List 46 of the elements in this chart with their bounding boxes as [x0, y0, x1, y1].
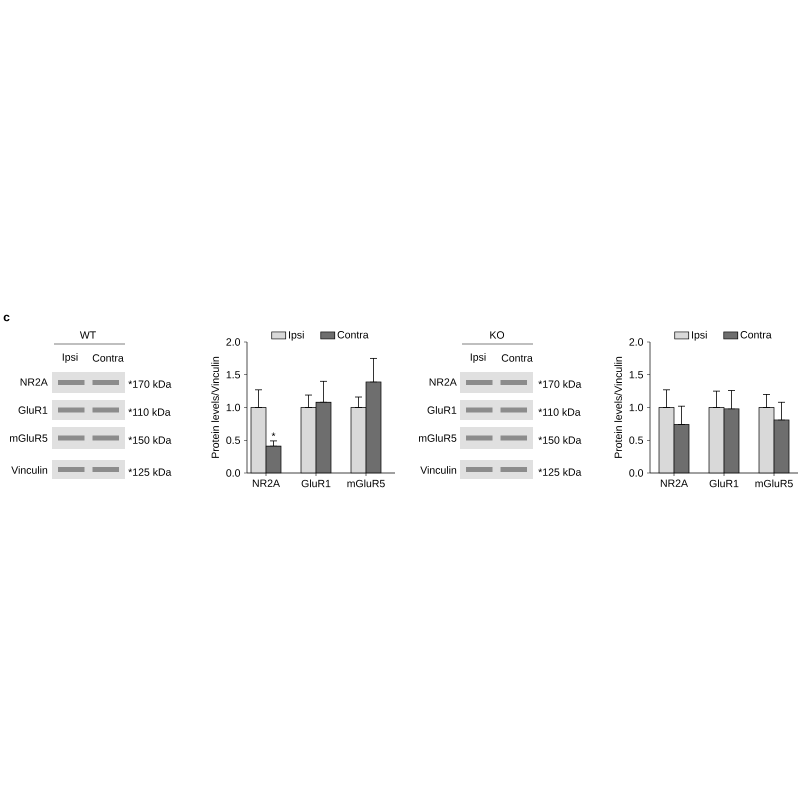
- text: NR2A: [430, 378, 457, 386]
- y-tick-label: 2.0: [629, 338, 644, 346]
- y-tick-label: 2.0: [226, 338, 240, 346]
- text: *150 kDa: [128, 436, 172, 444]
- y-tick-label: 1.0: [630, 404, 644, 412]
- x-tick-label: GluR1: [302, 480, 330, 488]
- x-tick-label: GluR1: [710, 480, 738, 488]
- y-axis-title: Protein levels/Vinculin: [614, 356, 622, 458]
- text: Contra: [502, 354, 533, 362]
- y-tick-label: 0.5: [226, 436, 240, 444]
- x-tick-label: mGluR5: [755, 480, 793, 488]
- text: Ipsi: [470, 353, 486, 363]
- text: mGluR5: [418, 434, 456, 442]
- text: *110 kDa: [538, 408, 581, 416]
- text: GluR1: [428, 406, 456, 414]
- annotation: *: [272, 432, 276, 436]
- text: *150 kDa: [538, 436, 582, 444]
- text: *125 kDa: [538, 468, 582, 476]
- text: Vinculin: [11, 466, 48, 474]
- y-axis-title: Protein levels/Vinculin: [211, 356, 220, 458]
- text: WT: [80, 331, 96, 339]
- legend-label: Ipsi: [289, 330, 304, 341]
- text: c: [4, 314, 10, 322]
- y-tick-label: 0.5: [629, 436, 644, 444]
- text: Contra: [92, 354, 124, 362]
- text: *170 kDa: [538, 380, 582, 388]
- x-tick-label: mGluR5: [347, 480, 385, 488]
- text: Ipsi: [62, 353, 78, 363]
- y-tick-label: 0.0: [629, 469, 644, 477]
- y-tick-label: 0.0: [226, 469, 240, 477]
- legend-label: Ipsi: [692, 330, 707, 341]
- y-tick-label: 1.0: [226, 404, 240, 412]
- text: *110 kDa: [128, 408, 171, 416]
- y-tick-label: 1.5: [226, 371, 240, 378]
- legend-label: Contra: [338, 331, 369, 338]
- legend-label: Contra: [740, 331, 772, 338]
- text: GluR1: [18, 406, 48, 414]
- text: KO: [490, 331, 504, 339]
- text: mGluR5: [10, 434, 48, 442]
- text: Vinculin: [420, 466, 456, 474]
- x-tick-label: NR2A: [660, 480, 688, 487]
- x-tick-label: NR2A: [252, 480, 280, 487]
- text: *170 kDa: [128, 380, 172, 388]
- y-tick-label: 1.5: [630, 371, 644, 378]
- text: *125 kDa: [128, 468, 172, 476]
- text: NR2A: [20, 378, 48, 386]
